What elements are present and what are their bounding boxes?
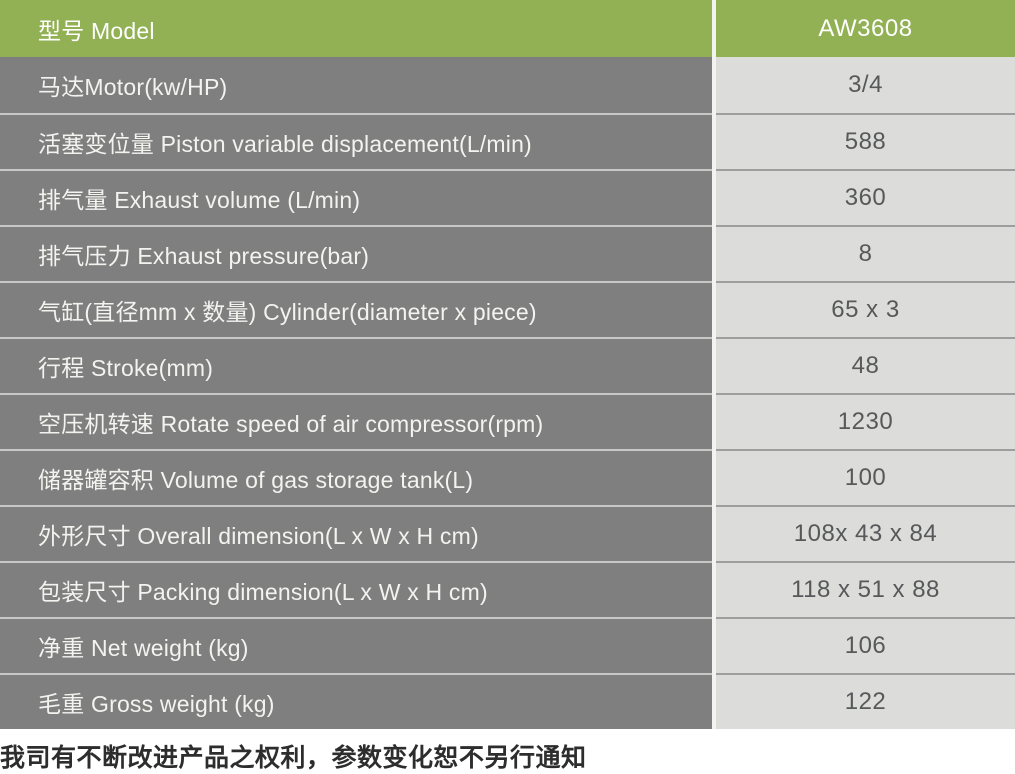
spec-label: 排气量 Exhaust volume (L/min): [0, 169, 712, 225]
spec-value: 106: [716, 617, 1015, 673]
spec-label: 排气压力 Exhaust pressure(bar): [0, 225, 712, 281]
spec-row: 排气量 Exhaust volume (L/min) 360: [0, 169, 1015, 225]
spec-label: 气缸(直径mm x 数量) Cylinder(diameter x piece): [0, 281, 712, 337]
spec-row: 净重 Net weight (kg) 106: [0, 617, 1015, 673]
spec-label: 储器罐容积 Volume of gas storage tank(L): [0, 449, 712, 505]
column-divider: [712, 169, 716, 225]
spec-value: 1230: [716, 393, 1015, 449]
spec-row: 空压机转速 Rotate speed of air compressor(rpm…: [0, 393, 1015, 449]
spec-row: 外形尺寸 Overall dimension(L x W x H cm) 108…: [0, 505, 1015, 561]
spec-row: 马达Motor(kw/HP) 3/4: [0, 57, 1015, 113]
column-divider: [712, 281, 716, 337]
spec-value: 3/4: [716, 57, 1015, 113]
column-divider: [712, 617, 716, 673]
column-divider: [712, 393, 716, 449]
spec-value: 108x 43 x 84: [716, 505, 1015, 561]
spec-value: 8: [716, 225, 1015, 281]
column-divider: [712, 225, 716, 281]
table-header-row: 型号 Model AW3608: [0, 0, 1015, 57]
spec-label: 空压机转速 Rotate speed of air compressor(rpm…: [0, 393, 712, 449]
column-divider: [712, 561, 716, 617]
spec-row: 储器罐容积 Volume of gas storage tank(L) 100: [0, 449, 1015, 505]
footer-note: 我司有不断改进产品之权利，参数变化恕不另行通知: [0, 744, 587, 772]
spec-label: 包装尺寸 Packing dimension(L x W x H cm): [0, 561, 712, 617]
column-divider: [712, 505, 716, 561]
header-model-label: 型号 Model: [0, 0, 712, 57]
spec-table: 型号 Model AW3608 马达Motor(kw/HP) 3/4 活塞变位量…: [0, 0, 1015, 729]
spec-row: 排气压力 Exhaust pressure(bar) 8: [0, 225, 1015, 281]
column-divider: [712, 113, 716, 169]
spec-value: 588: [716, 113, 1015, 169]
spec-value: 122: [716, 673, 1015, 729]
spec-label: 毛重 Gross weight (kg): [0, 673, 712, 729]
spec-label: 行程 Stroke(mm): [0, 337, 712, 393]
table-body: 马达Motor(kw/HP) 3/4 活塞变位量 Piston variable…: [0, 57, 1015, 729]
spec-label: 净重 Net weight (kg): [0, 617, 712, 673]
spec-row: 气缸(直径mm x 数量) Cylinder(diameter x piece)…: [0, 281, 1015, 337]
spec-value: 100: [716, 449, 1015, 505]
spec-label: 外形尺寸 Overall dimension(L x W x H cm): [0, 505, 712, 561]
column-divider: [712, 449, 716, 505]
column-divider: [712, 57, 716, 113]
spec-value: 118 x 51 x 88: [716, 561, 1015, 617]
spec-row: 行程 Stroke(mm) 48: [0, 337, 1015, 393]
column-divider: [712, 0, 716, 57]
spec-label: 马达Motor(kw/HP): [0, 57, 712, 113]
spec-value: 65 x 3: [716, 281, 1015, 337]
column-divider: [712, 337, 716, 393]
header-model-value: AW3608: [716, 0, 1015, 57]
spec-row: 包装尺寸 Packing dimension(L x W x H cm) 118…: [0, 561, 1015, 617]
spec-label: 活塞变位量 Piston variable displacement(L/min…: [0, 113, 712, 169]
spec-value: 360: [716, 169, 1015, 225]
spec-row: 毛重 Gross weight (kg) 122: [0, 673, 1015, 729]
spec-value: 48: [716, 337, 1015, 393]
spec-row: 活塞变位量 Piston variable displacement(L/min…: [0, 113, 1015, 169]
column-divider: [712, 673, 716, 729]
